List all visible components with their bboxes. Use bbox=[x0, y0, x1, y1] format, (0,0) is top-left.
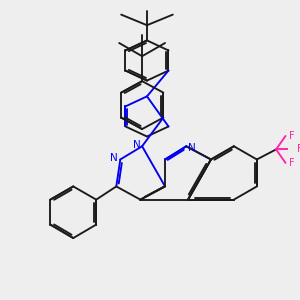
Text: N: N bbox=[133, 140, 141, 150]
Text: F: F bbox=[289, 158, 295, 168]
Text: F: F bbox=[289, 131, 295, 141]
Text: F: F bbox=[297, 144, 300, 154]
Text: N: N bbox=[110, 153, 118, 163]
Text: N: N bbox=[188, 143, 196, 153]
